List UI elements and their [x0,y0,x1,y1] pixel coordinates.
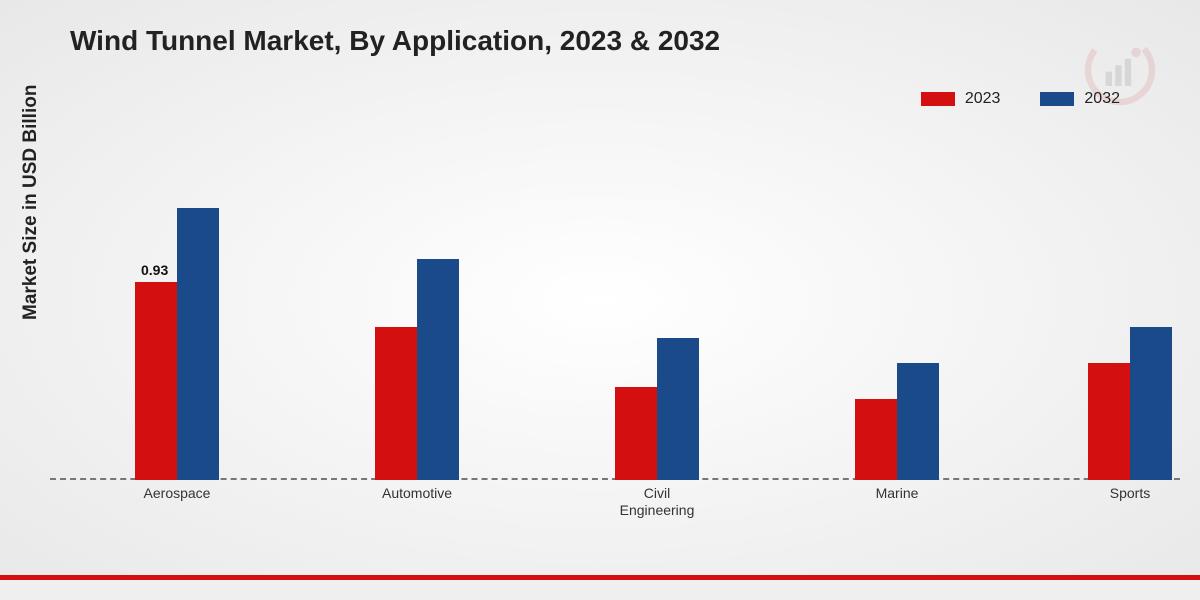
x-axis-category-label: Marine [876,485,919,502]
legend-item-2032: 2032 [1040,90,1120,108]
bar-group [1088,327,1172,480]
legend-label-2032: 2032 [1084,90,1120,108]
footer-grey-band [0,580,1200,600]
x-axis-category-label: Sports [1110,485,1150,502]
bar [855,399,897,480]
plot-area: 0.93 [70,140,1170,480]
legend: 2023 2032 [921,90,1120,108]
bar [417,259,459,480]
bar-group [135,208,219,480]
bar [615,387,657,481]
legend-item-2023: 2023 [921,90,1001,108]
legend-swatch-2023 [921,92,955,106]
bar-group [615,338,699,480]
bar-group [375,259,459,480]
x-axis-category-label: Automotive [382,485,452,502]
bar [1130,327,1172,480]
chart-title: Wind Tunnel Market, By Application, 2023… [70,25,720,57]
bar [135,282,177,480]
bar [375,327,417,480]
bar [1088,363,1130,480]
bar [897,363,939,480]
legend-swatch-2032 [1040,92,1074,106]
bar [177,208,219,480]
bar [657,338,699,480]
legend-label-2023: 2023 [965,90,1001,108]
x-axis-category-label: CivilEngineering [620,485,695,519]
x-axis-labels: Aerospace Automotive CivilEngineering Marin… [70,485,1170,545]
y-axis-label: Market Size in USD Billion [20,85,42,320]
bar-group [855,363,939,480]
x-axis-category-label: Aerospace [144,485,211,502]
